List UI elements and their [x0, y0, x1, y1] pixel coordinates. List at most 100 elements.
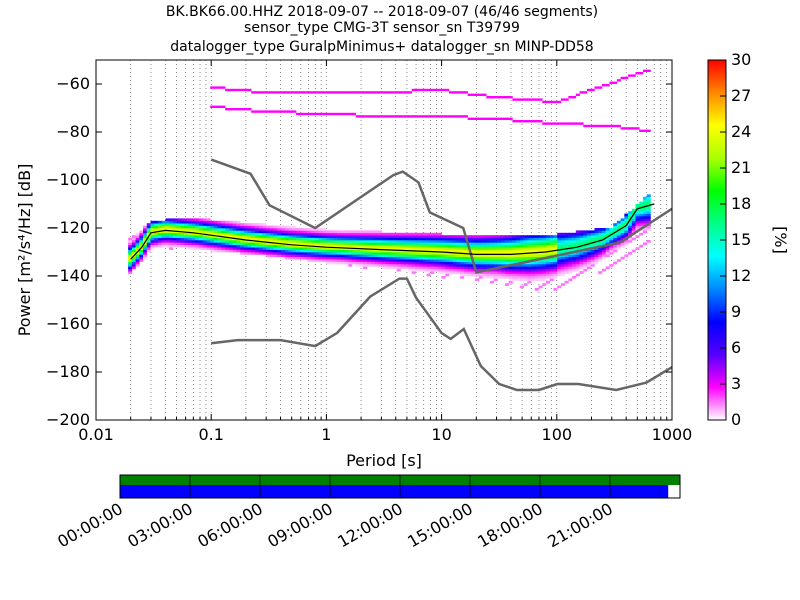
heatmap-cell: [385, 266, 390, 270]
heatmap-cell: [363, 261, 368, 265]
heatmap-cell: [351, 235, 357, 238]
heatmap-cell: [363, 252, 368, 255]
heatmap-cell: [135, 256, 140, 260]
heatmap-cell: [616, 220, 621, 224]
heatmap-cell: [150, 235, 155, 238]
heatmap-cell: [568, 237, 573, 241]
heatmap-cell: [587, 235, 592, 238]
heatmap-cell: [504, 283, 509, 286]
heatmap-cell: [598, 252, 603, 255]
heatmap-cell: [258, 237, 263, 241]
heatmap-cell: [549, 247, 554, 250]
heatmap-cell: [228, 237, 233, 241]
heatmap-cell: [254, 110, 259, 113]
heatmap-cell: [538, 259, 543, 262]
heatmap-cell: [516, 120, 521, 123]
heatmap-cell: [463, 268, 468, 272]
heatmap-cell: [508, 280, 513, 284]
heatmap-cell: [389, 247, 394, 250]
heatmap-cell: [344, 254, 349, 258]
heatmap-cell: [568, 259, 573, 262]
heatmap-cell: [150, 244, 155, 248]
heatmap-cell: [560, 247, 565, 250]
heatmap-cell: [284, 110, 289, 113]
heatmap-cell: [467, 268, 472, 272]
heatmap-cell: [180, 237, 185, 241]
heatmap-cell: [210, 232, 215, 236]
heatmap-cell: [393, 261, 398, 265]
heatmap-cell: [340, 259, 345, 262]
heatmap-cell: [139, 259, 144, 262]
heatmap-cell: [411, 247, 416, 250]
heatmap-cell: [542, 273, 547, 277]
heatmap-cell: [310, 228, 315, 231]
heatmap-cell: [359, 264, 364, 267]
heatmap-cell: [251, 232, 256, 236]
heatmap-cell: [463, 249, 468, 253]
heatmap-cell: [463, 266, 468, 270]
heatmap-cell: [531, 235, 536, 238]
heatmap-cell: [128, 252, 133, 255]
heatmap-cell: [296, 228, 301, 231]
heatmap-cell: [504, 96, 509, 99]
heatmap-cell: [557, 247, 562, 250]
heatmap-cell: [613, 247, 618, 250]
heatmap-cell: [572, 256, 577, 260]
heatmap-cell: [348, 232, 353, 236]
heatmap-cell: [467, 271, 472, 274]
heatmap-cell: [359, 249, 364, 253]
heatmap-cell: [575, 230, 580, 234]
heatmap-cell: [441, 235, 446, 238]
heatmap-cell: [527, 271, 532, 274]
heatmap-cell: [251, 228, 256, 231]
heatmap-cell: [620, 235, 625, 238]
heatmap-cell: [329, 261, 334, 265]
heatmap-cell: [400, 264, 405, 267]
heatmap-cell: [419, 252, 424, 255]
heatmap-cell: [523, 98, 528, 101]
heatmap-cell: [646, 225, 651, 229]
heatmap-cell: [254, 249, 259, 253]
heatmap-cell: [616, 240, 621, 243]
heatmap-cell: [393, 252, 398, 255]
heatmap-cell: [277, 240, 282, 243]
heatmap-cell: [448, 259, 454, 262]
heatmap-cell: [348, 252, 353, 255]
heatmap-cell: [277, 237, 282, 241]
heatmap-cell: [620, 230, 625, 234]
heatmap-cell: [422, 268, 427, 272]
heatmap-cell: [299, 237, 304, 241]
heatmap-cell: [184, 220, 189, 224]
heatmap-cell: [579, 266, 584, 270]
heatmap-cell: [213, 237, 218, 241]
heatmap-cell: [139, 235, 144, 238]
high-noise-model-line: [210, 158, 672, 274]
heatmap-cell: [363, 235, 368, 238]
heatmap-cell: [310, 242, 315, 246]
heatmap-cell: [370, 254, 375, 258]
heatmap-cell: [631, 208, 636, 212]
heatmap-cell: [143, 247, 148, 250]
heatmap-cell: [575, 235, 580, 238]
heatmap-cell: [396, 256, 401, 260]
heatmap-cell: [381, 256, 386, 260]
heatmap-cell: [404, 244, 409, 248]
heatmap-cell: [199, 235, 204, 238]
heatmap-cell: [195, 228, 200, 231]
heatmap-cell: [437, 266, 442, 270]
heatmap-cell: [579, 235, 584, 238]
heatmap-cell: [374, 230, 379, 234]
heatmap-cell: [131, 240, 136, 243]
heatmap-cell: [415, 261, 420, 265]
heatmap-cell: [426, 266, 431, 270]
heatmap-cell: [545, 254, 551, 258]
heatmap-cell: [590, 261, 595, 265]
heatmap-cell: [415, 237, 420, 241]
heatmap-cell: [501, 276, 506, 279]
heatmap-cell: [243, 235, 248, 238]
heatmap-cell: [590, 237, 595, 241]
heatmap-cell: [277, 254, 282, 258]
heatmap-cell: [195, 232, 200, 236]
heatmap-cell: [441, 268, 446, 272]
heatmap-cell: [232, 232, 237, 236]
